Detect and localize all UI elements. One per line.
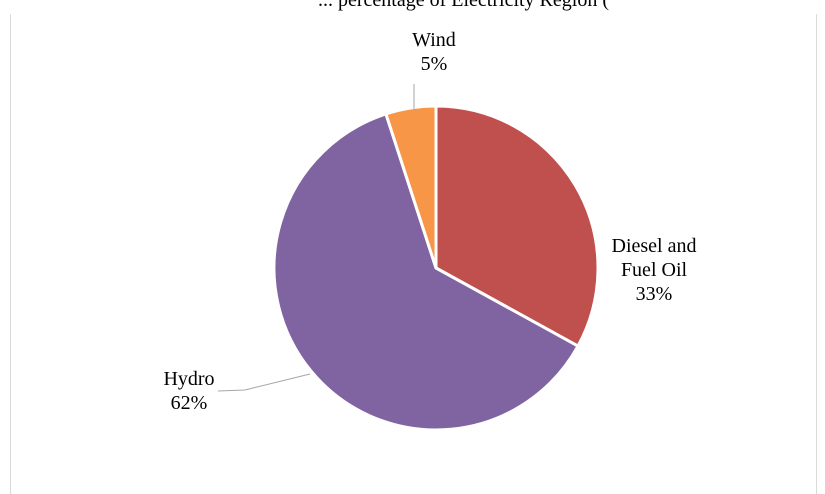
data-label-diesel-and-fuel-oil: Diesel and Fuel Oil 33% xyxy=(612,235,697,305)
pie-slice-diesel-and-fuel-oil xyxy=(434,104,600,349)
leader-line-hydro xyxy=(217,373,311,392)
pie-slice-wind xyxy=(384,104,438,269)
data-label-wind: Wind 5% xyxy=(412,29,456,75)
pie-slice-hydro xyxy=(272,112,581,432)
chart-title-clip: ... percentage of Electricity Region ( xyxy=(0,0,825,22)
chart-title: ... percentage of Electricity Region ( xyxy=(318,0,609,11)
chart-frame xyxy=(10,14,817,494)
data-label-hydro: Hydro 62% xyxy=(163,368,214,414)
